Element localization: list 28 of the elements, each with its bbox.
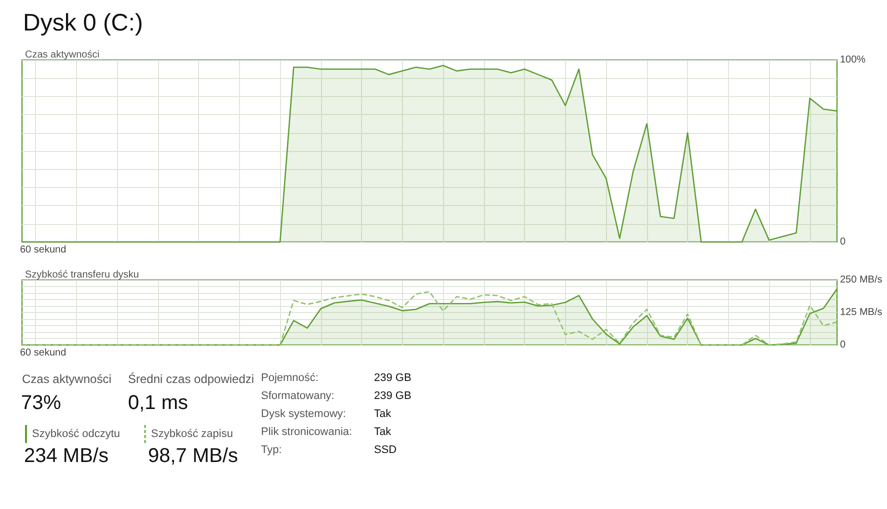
text: 60 sekund	[20, 244, 66, 256]
y-tick-label: 250 MB/s	[840, 274, 882, 286]
text: 239 GB	[374, 372, 412, 384]
text: 73%	[21, 392, 62, 415]
y-tick-label: 125 MB/s	[840, 307, 882, 318]
text: 60 sekund	[20, 348, 66, 358]
text: Typ:	[261, 444, 282, 456]
chart-title: Dysk 0 (C:)	[23, 10, 143, 36]
y-tick-label: 0	[840, 340, 846, 350]
text: 98,7 MB/s	[148, 445, 238, 468]
text: Plik stronicowania:	[261, 426, 352, 438]
legend-label: Szybkość odczytu	[32, 428, 120, 440]
text: SSD	[374, 444, 397, 456]
y-tick-label: 0	[840, 236, 846, 248]
y-tick-label: 100%	[840, 54, 866, 66]
text: Pojemność:	[261, 372, 318, 384]
text: Tak	[374, 426, 392, 438]
y-axis-title: Szybkość transferu dysku	[25, 270, 139, 280]
legend-label: Szybkość zapisu	[151, 428, 233, 440]
text: 234 MB/s	[24, 445, 108, 468]
text: Średni czas odpowiedzi	[128, 372, 254, 386]
text: Czas aktywności	[22, 372, 112, 386]
text: Tak	[374, 408, 392, 420]
text: 239 GB	[374, 390, 412, 402]
text: 0,1 ms	[128, 392, 188, 415]
text: Dysk systemowy:	[261, 408, 346, 420]
text: Sformatowany:	[261, 390, 334, 402]
y-axis-title: Czas aktywności	[25, 50, 100, 60]
